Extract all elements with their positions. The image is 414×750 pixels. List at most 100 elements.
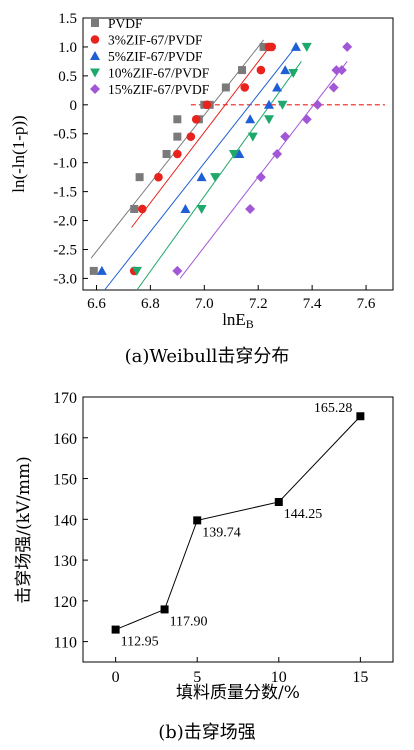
weibull-data-point [196,172,207,182]
weibull-data-point [130,204,139,213]
breakdown-data-point [160,605,169,614]
breakdown-y-tick-label: 130 [53,553,77,570]
breakdown-chart: 0 5 10 15 110 120 130 140 150 160 170 112.95 117.90… [14,390,394,743]
weibull-y-axis-label: ln(-ln(1-p)) [9,115,28,192]
weibull-legend-label: 15%ZIF-67/PVDF [108,82,210,97]
weibull-data-point [196,204,207,214]
weibull-x-axis-label-subscript: B [246,317,254,331]
weibull-data-point [173,115,182,124]
weibull-y-tick-label: -2.0 [53,214,77,230]
weibull-chart: 6.6 6.8 7.0 7.2 7.4 7.6 1.5 1.0 0.5 0 -0.5 -1.0 -1.5… [9,11,394,367]
weibull-data-point [131,266,142,276]
weibull-data-point [247,132,258,142]
weibull-data-point [331,65,342,76]
weibull-data-point [245,203,256,214]
weibull-data-point [264,115,274,125]
breakdown-y-tick-label: 170 [53,390,77,407]
weibull-x-tick-label: 7.6 [357,296,376,312]
weibull-data-point [240,83,250,92]
weibull-data-point [96,265,107,275]
weibull-caption: (a)Weibull击穿分布 [125,346,290,367]
weibull-fit-line [136,61,302,291]
breakdown-axis-ticks: 0 5 10 15 110 120 130 140 150 160 170 [53,390,368,686]
breakdown-x-tick-label: 0 [112,669,120,686]
weibull-fit-line [90,39,265,259]
weibull-y-tick-label: 0 [70,98,78,114]
weibull-data-point [336,65,347,76]
weibull-data-point [228,150,239,159]
weibull-data-point [290,41,301,51]
weibull-data-point [186,132,196,141]
breakdown-y-axis-label: 击穿场强/(kV/mm) [14,456,34,604]
weibull-x-tick-label: 7.2 [249,296,268,312]
weibull-x-tick-label: 7.0 [195,296,214,312]
weibull-data-points [89,41,353,276]
weibull-legend-label: PVDF [108,16,143,31]
weibull-y-tick-label: -0.5 [53,127,77,143]
weibull-data-point [342,41,353,52]
breakdown-y-tick-label: 110 [54,635,77,652]
weibull-data-point [277,100,288,110]
weibull-legend-marker [90,84,100,94]
weibull-data-point [154,172,163,182]
weibull-data-point [301,114,312,125]
breakdown-x-tick-label: 10 [271,669,287,686]
weibull-data-point [264,99,274,109]
weibull-data-point [301,42,312,52]
breakdown-data-labels: 112.95 117.90 139.74 144.25 165.28 [121,401,353,649]
weibull-y-tick-label: -3.0 [53,271,77,287]
weibull-data-point [256,65,266,75]
breakdown-y-tick-label: 150 [53,472,77,489]
weibull-data-point [280,65,291,75]
weibull-legend-label: 3%ZIF-67/PVDF [108,33,203,48]
weibull-y-tick-label: -1.5 [53,185,77,201]
weibull-fit-line [179,61,348,279]
weibull-data-point [328,82,339,93]
breakdown-data-point [356,412,365,421]
weibull-data-point [245,114,256,124]
breakdown-data-point [274,497,283,506]
breakdown-data-label: 112.95 [121,635,159,650]
weibull-x-tick-label: 7.4 [303,296,322,312]
weibull-data-point [221,83,230,92]
weibull-fit-lines [90,39,348,291]
weibull-legend-marker [91,19,99,27]
weibull-fit-line [131,43,273,228]
weibull-plot-frame [82,17,394,291]
weibull-data-point [172,265,183,276]
weibull-data-point [173,149,182,159]
weibull-y-tick-label: 0.5 [58,69,77,85]
weibull-legend-marker [90,35,100,44]
weibull-y-tick-label: 1.0 [58,40,77,56]
weibull-data-point [173,132,182,141]
breakdown-data-points [111,412,365,634]
weibull-data-point [135,173,144,182]
weibull-data-point [89,266,98,275]
weibull-legend-label: 5%ZIF-67/PVDF [108,49,203,64]
weibull-x-tick-label: 6.8 [141,296,160,312]
breakdown-x-tick-label: 5 [193,669,201,686]
breakdown-caption: (b)击穿场强 [158,722,256,743]
weibull-data-point [288,68,299,78]
weibull-y-tick-label: -2.5 [53,242,77,258]
breakdown-series-line [115,415,361,631]
breakdown-data-label: 165.28 [314,401,353,416]
weibull-x-tick-label: 6.6 [87,296,106,312]
weibull-fit-line [104,49,294,291]
weibull-data-point [259,42,268,51]
weibull-axis-ticks: 6.6 6.8 7.0 7.2 7.4 7.6 1.5 1.0 0.5 0 -0.5 -1.0 -1.5… [53,11,376,312]
weibull-data-point [202,100,212,110]
breakdown-data-label: 144.25 [284,507,323,522]
weibull-data-point [238,66,247,75]
weibull-data-point [272,149,283,159]
breakdown-x-tick-label: 15 [352,669,368,686]
breakdown-data-label: 117.90 [170,614,208,629]
weibull-data-point [162,150,171,158]
breakdown-data-label: 139.74 [202,525,241,540]
breakdown-y-tick-label: 160 [53,431,77,448]
weibull-data-point [255,172,266,183]
weibull-data-point [272,82,283,92]
breakdown-data-point [111,625,120,634]
